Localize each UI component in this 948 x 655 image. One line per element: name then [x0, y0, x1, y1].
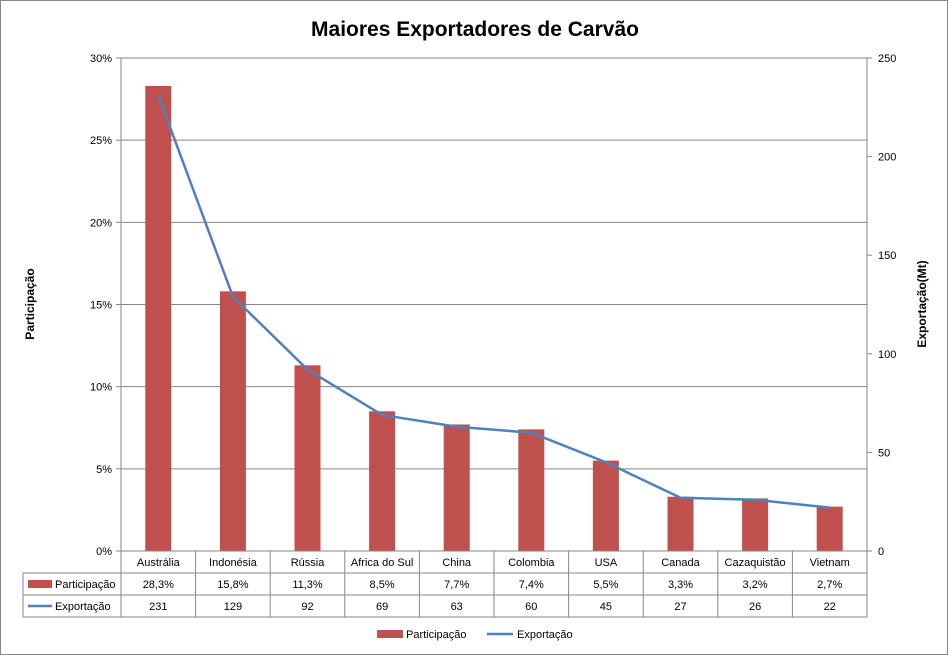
category-label: Colombia — [508, 557, 555, 569]
table-data-label: 129 — [224, 601, 242, 613]
left-axis-tick-label: 10% — [90, 382, 112, 394]
left-axis-tick-label: 20% — [90, 217, 112, 229]
table-data-label: 27 — [674, 601, 686, 613]
table-data-label: 7,7% — [444, 579, 469, 591]
table-data-label: 2,7% — [817, 579, 842, 591]
table-legend-key-participação — [28, 580, 52, 588]
right-axis-tick-label: 150 — [878, 250, 896, 262]
left-axis-tick-label: 25% — [90, 135, 112, 147]
left-axis-tick-label: 30% — [90, 53, 112, 65]
category-label: USA — [595, 557, 618, 569]
bar-participação — [592, 460, 619, 551]
table-data-label: 3,2% — [743, 579, 768, 591]
category-label: Austrália — [137, 557, 181, 569]
line-series — [157, 95, 830, 509]
right-axis-tick-label: 50 — [878, 447, 890, 459]
legend: Participação Exportação — [377, 629, 573, 641]
table-data-label: 7,4% — [519, 579, 544, 591]
legend-label: Exportação — [517, 629, 573, 641]
category-label: Cazaquistão — [725, 557, 786, 569]
right-axis-title: Exportação(Mt) — [915, 260, 929, 347]
category-label: Vietnam — [810, 557, 850, 569]
left-axis-title: Participação — [23, 268, 37, 339]
bar-participação — [667, 496, 694, 551]
bar-participação — [518, 429, 545, 551]
table-data-label: 15,8% — [217, 579, 248, 591]
bar-participação — [369, 411, 396, 551]
table-data-label: 8,5% — [370, 579, 395, 591]
left-axis-tick-label: 15% — [90, 300, 112, 312]
category-label: Canada — [661, 557, 700, 569]
right-axis-tick-label: 100 — [878, 349, 896, 361]
chart-title: Maiores Exportadores de Carvão — [311, 18, 639, 41]
legend-key-participação — [377, 630, 403, 638]
bar-participação — [742, 498, 769, 551]
table-data-label: 26 — [749, 601, 761, 613]
axes: 0% 5% 10% 15% 20% 25% 30% 0 50 100 150 200 250 Partic… — [23, 53, 929, 558]
bar-participação — [443, 424, 470, 551]
right-axis-tick-label: 200 — [878, 152, 896, 164]
left-axis-tick-label: 0% — [96, 546, 112, 558]
table-series-name: Participação — [55, 579, 116, 591]
table-data-label: 63 — [451, 601, 463, 613]
category-label: Africa do Sul — [351, 557, 413, 569]
left-axis-tick-label: 5% — [96, 464, 112, 476]
table-data-label: 5,5% — [593, 579, 618, 591]
legend-label: Participação — [406, 629, 467, 641]
data-table: Austrália Indonésia Rússia Africa do Sul Chi… — [22, 550, 868, 618]
table-data-label: 11,3% — [292, 579, 323, 591]
table-data-label: 60 — [525, 601, 537, 613]
table-data-label: 92 — [301, 601, 313, 613]
table-series-name: Exportação — [55, 601, 111, 613]
table-data-label: 45 — [600, 601, 612, 613]
bar-participação — [816, 506, 843, 551]
bar-series — [145, 85, 843, 551]
table-data-label: 28,3% — [143, 579, 174, 591]
category-label: Indonésia — [209, 557, 258, 569]
category-label: Rússia — [291, 557, 326, 569]
table-data-label: 22 — [824, 601, 836, 613]
line-exportação — [157, 95, 830, 509]
table-data-label: 69 — [376, 601, 388, 613]
bar-participação — [219, 291, 246, 551]
right-axis-tick-label: 250 — [878, 53, 896, 65]
category-label: China — [442, 557, 472, 569]
bar-participação — [145, 85, 172, 551]
table-data-label: 3,3% — [668, 579, 693, 591]
right-axis-tick-label: 0 — [878, 546, 884, 558]
bar-participação — [294, 365, 321, 551]
table-data-label: 231 — [149, 601, 167, 613]
